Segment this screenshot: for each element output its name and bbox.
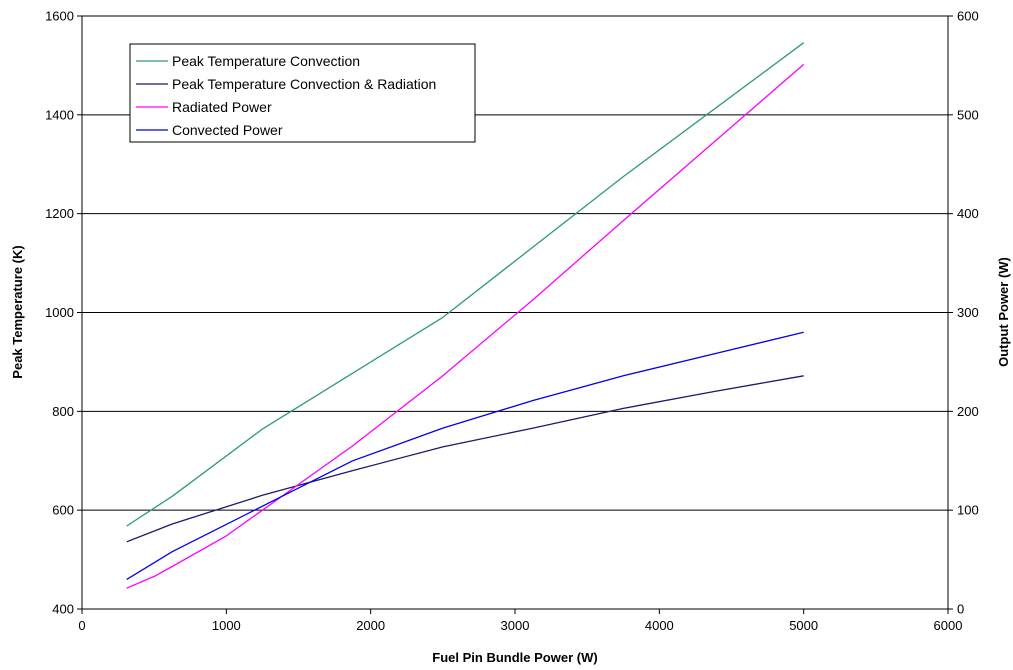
- y2-tick-label-300: 300: [957, 305, 979, 320]
- series-line-convected-power: [126, 331, 804, 580]
- legend: Peak Temperature Convection Peak Tempera…: [129, 43, 476, 143]
- legend-label-convected-power: Convected Power: [172, 122, 283, 138]
- series-line-peak-temp-conv-rad: [126, 375, 804, 543]
- left-y-axis-ticks: 400 600 800 1000 1200 1400 1600: [45, 9, 82, 617]
- y-tick-label-400: 400: [52, 602, 74, 617]
- gridlines: [82, 114, 948, 511]
- y-tick-label-1200: 1200: [45, 206, 74, 221]
- x-tick-label-1000: 1000: [212, 618, 241, 633]
- series-line-peak-temp-convection: [126, 42, 805, 527]
- y-tick-label-1000: 1000: [45, 305, 74, 320]
- y2-tick-label-500: 500: [957, 107, 979, 122]
- series-line-radiated-power: [126, 63, 805, 589]
- y-tick-label-800: 800: [52, 404, 74, 419]
- left-y-axis-title: Peak Temperature (K): [10, 245, 25, 378]
- y2-tick-label-600: 600: [957, 9, 979, 24]
- legend-label-peak-temp-conv-rad: Peak Temperature Convection & Radiation: [172, 76, 436, 92]
- right-y-axis-ticks: 0 100 200 300 400 500 600: [948, 9, 979, 617]
- x-tick-label-6000: 6000: [934, 618, 963, 633]
- x-tick-label-2000: 2000: [356, 618, 385, 633]
- x-axis-ticks: 0 1000 2000 3000 4000 5000 6000: [78, 609, 962, 633]
- y2-tick-label-400: 400: [957, 206, 979, 221]
- y-tick-label-1600: 1600: [45, 9, 74, 24]
- x-tick-label-3000: 3000: [501, 618, 530, 633]
- x-tick-label-5000: 5000: [789, 618, 818, 633]
- x-tick-label-0: 0: [78, 618, 85, 633]
- legend-label-radiated-power: Radiated Power: [172, 99, 272, 115]
- y-tick-label-1400: 1400: [45, 107, 74, 122]
- y-tick-label-600: 600: [52, 503, 74, 518]
- right-y-axis-title: Output Power (W): [996, 257, 1011, 367]
- y2-tick-label-100: 100: [957, 503, 979, 518]
- x-axis-title: Fuel Pin Bundle Power (W): [432, 650, 597, 665]
- legend-box: [129, 43, 476, 143]
- y2-tick-label-200: 200: [957, 404, 979, 419]
- series-lines: [126, 42, 805, 589]
- y2-tick-label-0: 0: [957, 602, 964, 617]
- x-tick-label-4000: 4000: [645, 618, 674, 633]
- legend-label-peak-temp-convection: Peak Temperature Convection: [172, 53, 360, 69]
